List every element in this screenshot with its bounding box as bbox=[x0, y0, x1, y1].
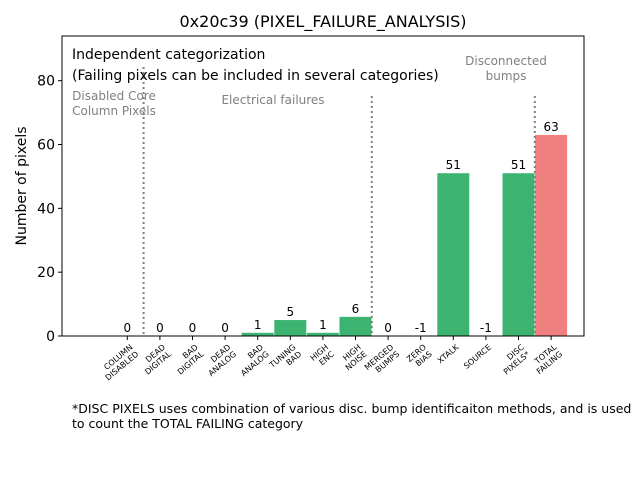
value-label-0: 0 bbox=[123, 321, 131, 335]
y-tick-label-0: 0 bbox=[46, 329, 55, 345]
value-label-9: -1 bbox=[415, 321, 427, 335]
bar-4 bbox=[241, 332, 274, 336]
bar-7 bbox=[339, 316, 372, 336]
bar-13 bbox=[535, 134, 568, 336]
bar-chart: 0x20c39 (PIXEL_FAILURE_ANALYSIS) 0 0 0 0 151… bbox=[14, 12, 585, 383]
x-tick-label-3: DEADANALOG bbox=[201, 343, 238, 378]
x-tick-label-9: ZEROBIAS bbox=[405, 343, 434, 371]
annotation-heading-line1: Independent categorization bbox=[72, 47, 265, 63]
annotation-disabled-core: Disabled Core Column Pixels bbox=[72, 89, 156, 118]
value-label-1: 0 bbox=[156, 321, 164, 335]
x-tick-label-1: DEADDIGITAL bbox=[137, 342, 173, 376]
x-tick-label-13: TOTALFAILING bbox=[529, 342, 564, 376]
value-label-13: 63 bbox=[543, 120, 558, 134]
x-tick-label-2: BADDIGITAL bbox=[170, 342, 206, 376]
bar-5 bbox=[274, 320, 307, 336]
value-label-4: 1 bbox=[254, 318, 262, 332]
y-tick-label-3: 60 bbox=[37, 138, 55, 154]
y-tick-label-4: 80 bbox=[37, 74, 55, 90]
x-tick-label-5: TUNINGBAD bbox=[267, 343, 303, 378]
x-tick-label-10: XTALK bbox=[436, 342, 461, 365]
x-tick-label-6: HIGHENC bbox=[309, 342, 337, 369]
value-label-5: 5 bbox=[286, 305, 294, 319]
chart-title: 0x20c39 (PIXEL_FAILURE_ANALYSIS) bbox=[180, 12, 467, 32]
x-tick-label-8: MERGEDBUMPS bbox=[363, 343, 401, 379]
y-axis-label: Number of pixels bbox=[14, 126, 30, 245]
value-label-11: -1 bbox=[480, 321, 492, 335]
bar-10 bbox=[437, 173, 470, 336]
y-tick-label-2: 40 bbox=[37, 201, 55, 217]
value-label-8: 0 bbox=[384, 321, 392, 335]
x-tick-label-12: DISCPIXELS* bbox=[496, 342, 532, 376]
footnote: *DISC PIXELS uses combination of various… bbox=[72, 401, 632, 431]
annotation-electrical: Electrical failures bbox=[221, 93, 324, 107]
value-label-7: 6 bbox=[352, 302, 360, 316]
annotation-heading-line2: (Failing pixels can be included in sever… bbox=[72, 68, 439, 84]
value-label-10: 51 bbox=[446, 158, 461, 172]
value-label-2: 0 bbox=[189, 321, 197, 335]
value-label-12: 51 bbox=[511, 158, 526, 172]
x-tick-label-0: COLUMNDISABLED bbox=[98, 343, 141, 383]
value-label-6: 1 bbox=[319, 318, 327, 332]
bar-12 bbox=[502, 173, 535, 336]
bar-6 bbox=[306, 332, 339, 336]
annotation-disconnected: Disconnected bumps bbox=[465, 54, 547, 83]
x-tick-label-4: BADANALOG bbox=[233, 343, 270, 378]
y-tick-label-1: 20 bbox=[37, 265, 55, 281]
value-label-3: 0 bbox=[221, 321, 229, 335]
x-tick-label-11: SOURCE bbox=[462, 343, 493, 371]
